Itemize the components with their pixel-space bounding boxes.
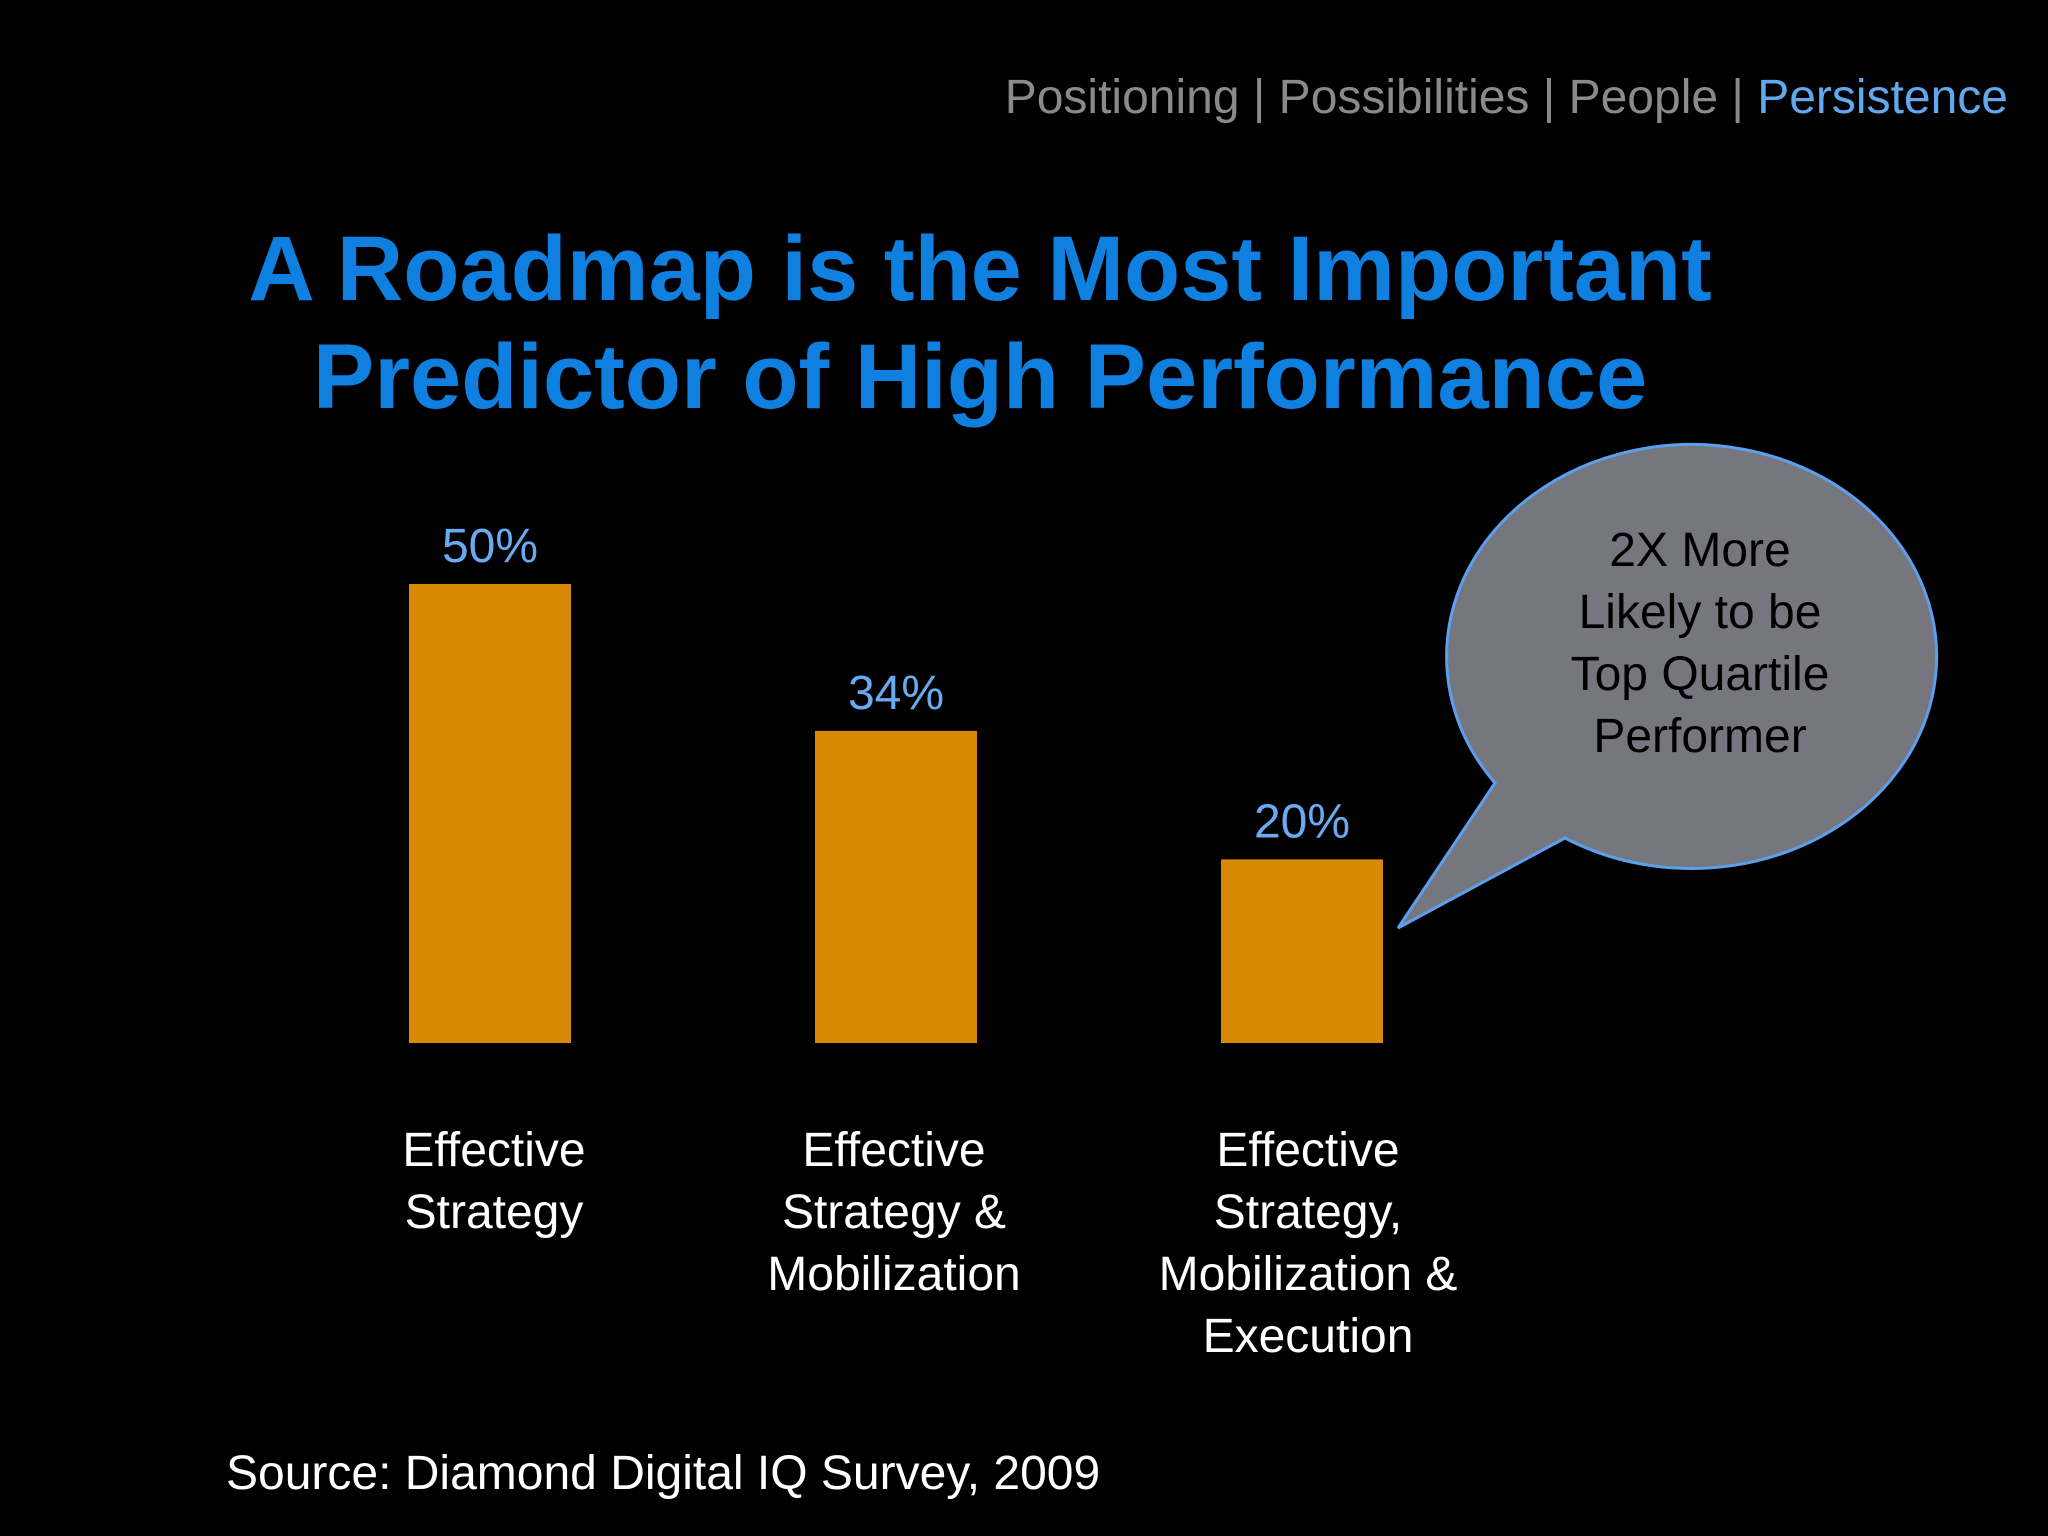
nav-separator: | bbox=[1731, 71, 1744, 124]
category-label-line: Strategy, bbox=[1213, 1186, 1403, 1239]
category-label-line: Mobilization bbox=[767, 1248, 1021, 1301]
nav-item-possibilities: Possibilities bbox=[1278, 71, 1530, 124]
callout-line: Performer bbox=[1593, 710, 1807, 763]
category-label-line: Mobilization & bbox=[1158, 1248, 1458, 1301]
callout-bubble bbox=[1396, 443, 1939, 930]
callout-text: 2X More Likely to be Top Quartile Perfor… bbox=[1500, 520, 1900, 768]
callout-line: Top Quartile bbox=[1570, 648, 1830, 701]
category-label: Effective Strategy, Mobilization & Executio… bbox=[1108, 1120, 1508, 1368]
category-label: Effective Strategy bbox=[294, 1120, 694, 1244]
nav-item-positioning: Positioning bbox=[1004, 71, 1240, 124]
bar bbox=[1221, 859, 1383, 1043]
category-label-line: Strategy bbox=[404, 1186, 584, 1239]
bar-value-label: 50% bbox=[442, 520, 538, 573]
category-label-line: Effective bbox=[802, 1124, 986, 1177]
source-note: Source: Diamond Digital IQ Survey, 2009 bbox=[226, 1447, 1101, 1500]
nav-item-persistence: Persistence bbox=[1757, 71, 2008, 124]
section-nav: Positioning | Possibilities | People | P… bbox=[1005, 70, 2008, 125]
bar bbox=[409, 584, 571, 1043]
callout-line: 2X More bbox=[1609, 524, 1791, 577]
slide-title: A Roadmap is the Most Important Predicto… bbox=[0, 215, 1960, 431]
category-label-line: Effective bbox=[402, 1124, 586, 1177]
bar bbox=[815, 730, 977, 1043]
nav-separator: | bbox=[1252, 71, 1266, 124]
callout-line: Likely to be bbox=[1578, 586, 1822, 639]
slide-title-line-1: A Roadmap is the Most Important bbox=[248, 218, 1712, 320]
category-label: Effective Strategy & Mobilization bbox=[694, 1120, 1094, 1306]
nav-separator: | bbox=[1542, 71, 1556, 124]
category-label-line: Effective bbox=[1216, 1124, 1400, 1177]
bar-value-label: 34% bbox=[848, 667, 944, 720]
bar-value-label: 20% bbox=[1254, 795, 1350, 848]
category-label-line: Strategy & bbox=[781, 1186, 1007, 1239]
slide-title-line-2: Predictor of High Performance bbox=[312, 326, 1648, 428]
nav-item-people: People bbox=[1568, 71, 1719, 124]
category-label-line: Execution bbox=[1202, 1310, 1414, 1363]
